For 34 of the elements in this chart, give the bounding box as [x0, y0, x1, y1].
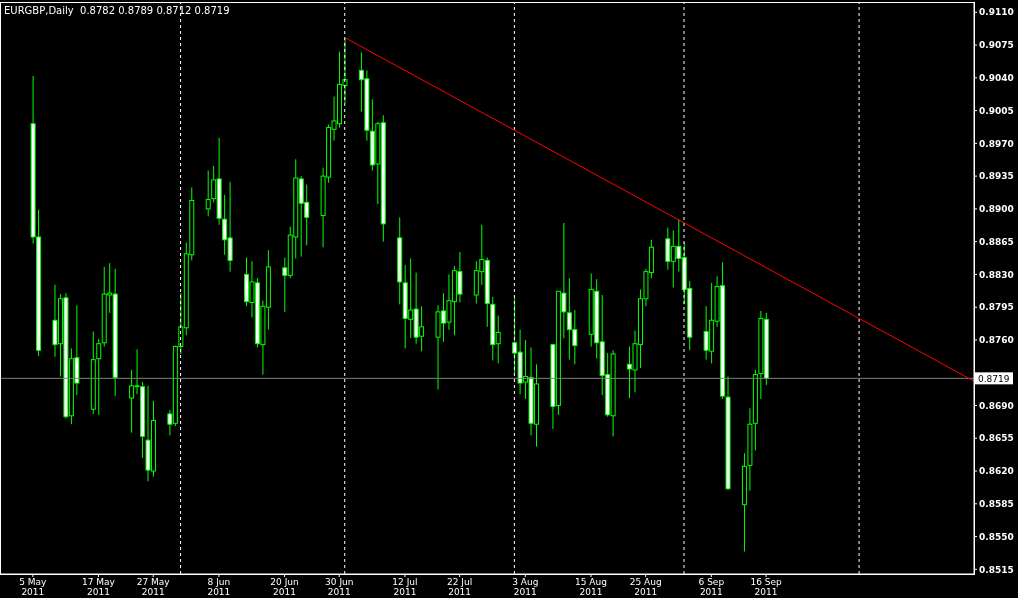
y-tick-label: 0.9110: [979, 7, 1014, 18]
x-tick-label: 27 May 2011: [136, 577, 171, 597]
y-tick-label: 0.8795: [979, 302, 1014, 313]
y-tick-label: 0.8865: [979, 236, 1014, 247]
candlestick: [205, 170, 211, 217]
y-tick-label: 0.8760: [979, 335, 1014, 346]
x-tick-label: 3 Aug 2011: [512, 577, 539, 597]
y-tick-label: 0.8900: [979, 204, 1014, 215]
x-tick-label: 17 May 2011: [82, 577, 116, 597]
y-tick-label: 0.9040: [979, 73, 1014, 84]
x-tick-label: 20 Jun 2011: [270, 577, 299, 597]
x-tick-label: 12 Jul 2011: [392, 577, 418, 597]
y-tick-label: 0.9075: [979, 40, 1014, 51]
y-tick-label: 0.8830: [979, 269, 1014, 280]
y-tick-label: 0.8585: [979, 498, 1014, 509]
ref-line-label: 0.8719: [978, 374, 1010, 385]
y-tick-label: 0.8550: [979, 531, 1014, 542]
x-tick-label: 16 Sep 2011: [750, 577, 782, 597]
y-tick-label: 0.8515: [979, 564, 1014, 575]
chart-title: EURGBP,Daily 0.8782 0.8789 0.8712 0.8719: [4, 5, 230, 16]
y-tick-label: 0.8655: [979, 433, 1014, 444]
x-tick-label: 30 Jun 2011: [325, 577, 354, 597]
y-tick-label: 0.8690: [979, 400, 1014, 411]
y-tick-label: 0.8970: [979, 138, 1014, 149]
x-tick-label: 25 Aug 2011: [629, 577, 662, 597]
x-tick-label: 15 Aug 2011: [575, 577, 607, 597]
y-tick-label: 0.8935: [979, 171, 1014, 182]
y-tick-label: 0.8620: [979, 466, 1014, 477]
x-tick-label: 8 Jun 2011: [207, 577, 231, 597]
x-tick-label: 22 Jul 2011: [447, 577, 473, 597]
candlestick: [96, 338, 102, 416]
y-tick-label: 0.9005: [979, 105, 1014, 116]
x-tick-label: 5 May 2011: [19, 577, 48, 597]
x-tick-label: 6 Sep 2011: [698, 577, 725, 597]
